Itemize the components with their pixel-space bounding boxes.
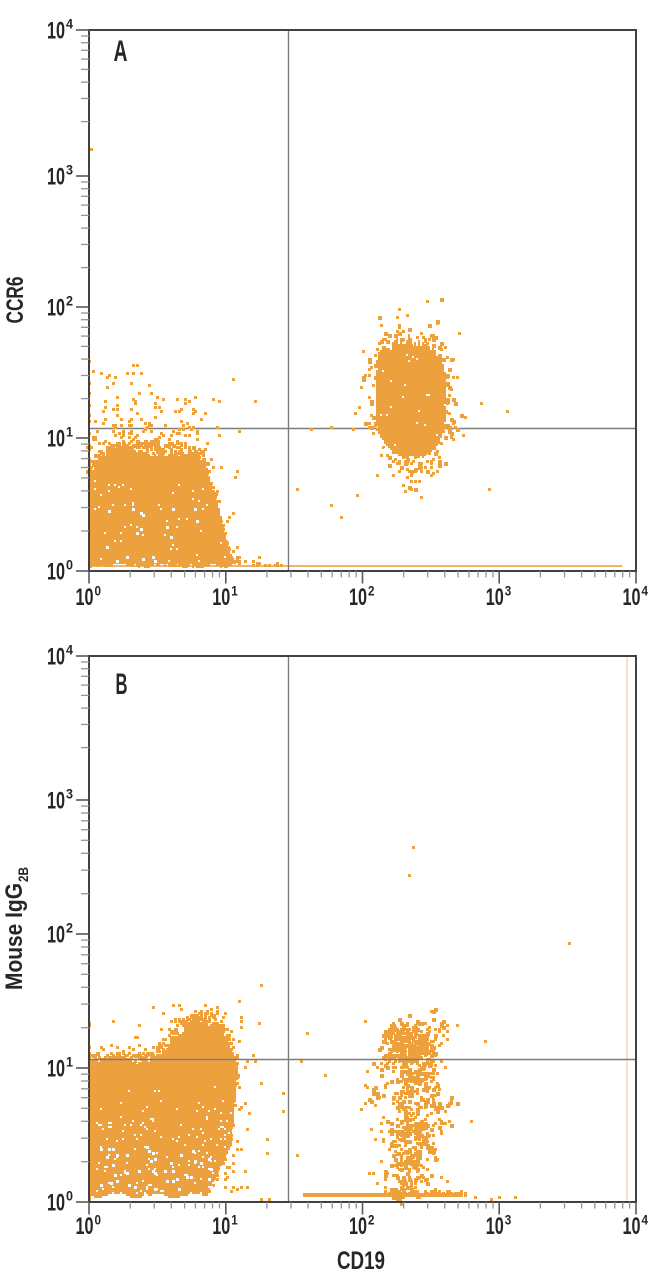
- svg-text:1: 1: [231, 1212, 238, 1228]
- svg-text:10: 10: [47, 295, 65, 322]
- svg-text:10: 10: [486, 1213, 504, 1240]
- svg-text:10: 10: [47, 18, 65, 45]
- svg-text:0: 0: [66, 1188, 73, 1204]
- svg-text:10: 10: [47, 559, 65, 586]
- svg-text:10: 10: [47, 1056, 65, 1083]
- svg-text:3: 3: [66, 162, 73, 178]
- svg-text:10: 10: [47, 788, 65, 815]
- svg-text:10: 10: [47, 922, 65, 949]
- svg-text:2: 2: [368, 583, 375, 599]
- svg-text:2: 2: [66, 293, 73, 309]
- svg-text:3: 3: [505, 583, 512, 599]
- svg-text:Mouse IgG: Mouse IgG: [1, 883, 28, 990]
- svg-text:2: 2: [66, 920, 73, 936]
- svg-text:10: 10: [47, 1190, 65, 1217]
- svg-text:2B: 2B: [15, 867, 31, 882]
- svg-text:10: 10: [486, 584, 504, 611]
- svg-text:4: 4: [66, 16, 73, 32]
- svg-text:CD19: CD19: [337, 1247, 385, 1275]
- svg-text:0: 0: [66, 557, 73, 573]
- svg-text:10: 10: [212, 1213, 230, 1240]
- svg-text:A: A: [114, 35, 128, 68]
- svg-text:3: 3: [66, 786, 73, 802]
- svg-text:10: 10: [623, 1213, 641, 1240]
- svg-text:1: 1: [66, 1054, 73, 1070]
- svg-text:4: 4: [642, 583, 649, 599]
- svg-text:1: 1: [66, 424, 73, 440]
- svg-text:2: 2: [368, 1212, 375, 1228]
- svg-text:10: 10: [76, 584, 94, 611]
- svg-text:0: 0: [95, 1212, 102, 1228]
- svg-text:10: 10: [47, 426, 65, 453]
- svg-text:1: 1: [231, 583, 238, 599]
- svg-text:10: 10: [47, 164, 65, 191]
- svg-text:10: 10: [212, 584, 230, 611]
- svg-text:CCR6: CCR6: [2, 277, 29, 324]
- svg-text:10: 10: [623, 584, 641, 611]
- svg-text:10: 10: [349, 584, 367, 611]
- svg-text:4: 4: [66, 642, 73, 658]
- svg-text:10: 10: [349, 1213, 367, 1240]
- svg-text:10: 10: [76, 1213, 94, 1240]
- svg-text:B: B: [116, 668, 128, 701]
- svg-text:10: 10: [47, 644, 65, 671]
- svg-text:4: 4: [642, 1212, 649, 1228]
- svg-text:0: 0: [95, 583, 102, 599]
- svg-text:3: 3: [505, 1212, 512, 1228]
